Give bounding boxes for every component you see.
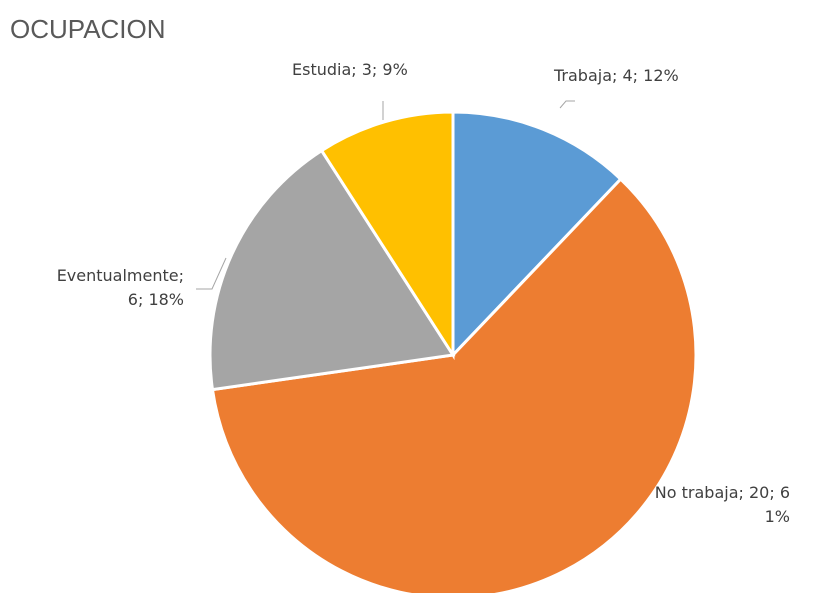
data-label: No trabaja; 20; 61% (654, 483, 790, 526)
data-label: Trabaja; 4; 12% (554, 66, 679, 85)
data-label: Eventualmente; 6; 18% (56, 266, 184, 309)
pie-slice (210, 177, 698, 593)
pie-slice (319, 110, 455, 361)
leader-line (559, 100, 575, 109)
chart-title: OCUPACION (10, 14, 166, 44)
leader-line (196, 257, 227, 290)
pie-slice (208, 148, 456, 392)
pie-slice (451, 110, 623, 359)
data-label: Estudia; 3; 9% (292, 60, 408, 79)
